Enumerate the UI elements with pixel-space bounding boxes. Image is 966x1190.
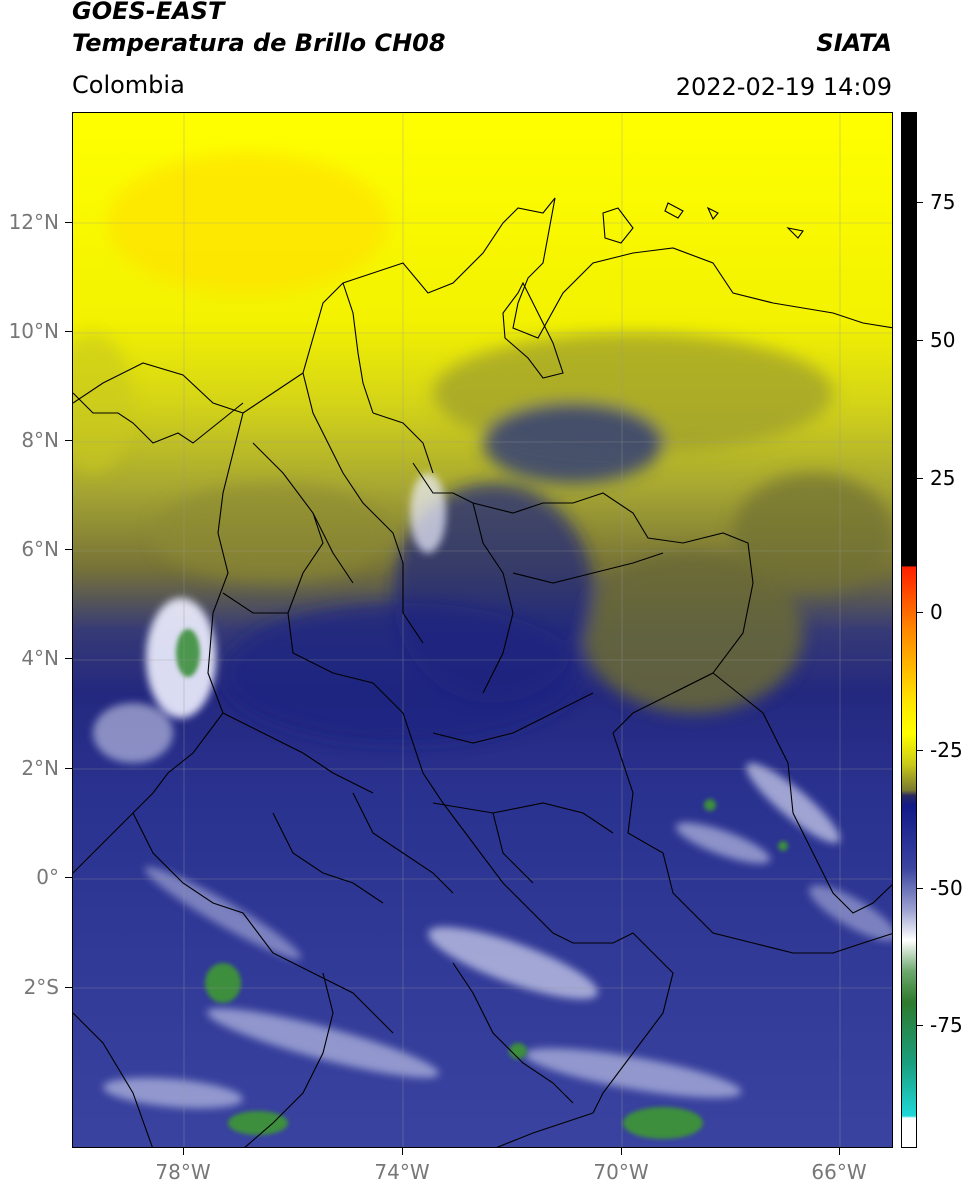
colorbar-label: -75 [930, 1013, 963, 1037]
colorbar-tick [917, 1025, 923, 1026]
chart-title-organization: SIATA [816, 29, 892, 57]
chart-title-satellite: GOES-EAST [72, 0, 225, 25]
colorbar-tick [917, 888, 923, 889]
cold-cloud-tops [176, 629, 788, 1139]
graticule [73, 113, 892, 1147]
lon-tick [839, 1148, 840, 1155]
lon-tick [402, 1148, 403, 1155]
colorbar-label: -25 [930, 738, 963, 762]
lat-tick [65, 877, 72, 878]
lat-tick [65, 658, 72, 659]
lon-label: 70°W [593, 1160, 649, 1184]
lat-tick [65, 440, 72, 441]
lon-tick [621, 1148, 622, 1155]
lat-tick [65, 331, 72, 332]
lat-tick [65, 987, 72, 988]
lat-tick [65, 549, 72, 550]
colorbar-tick [917, 202, 923, 203]
country-borders [73, 197, 892, 1147]
lon-label: 74°W [374, 1160, 430, 1184]
lon-label: 66°W [811, 1160, 867, 1184]
lat-label: 4°N [21, 646, 59, 670]
lon-label: 78°W [155, 1160, 211, 1184]
lat-label: 2°N [21, 756, 59, 780]
lat-tick [65, 768, 72, 769]
satellite-map [72, 112, 893, 1148]
chart-title-product: Temperatura de Brillo CH08 [72, 29, 446, 57]
colorbar-label: -50 [930, 876, 963, 900]
colorbar-tick [917, 612, 923, 613]
colorbar-tick [917, 478, 923, 479]
colorbar-label: 25 [930, 466, 956, 490]
lat-label: 2°S [23, 975, 59, 999]
lat-tick [65, 222, 72, 223]
colorbar [901, 112, 917, 1148]
lat-label: 0° [36, 865, 59, 889]
lon-tick [183, 1148, 184, 1155]
lat-label: 12°N [8, 210, 59, 234]
colorbar-tick [917, 340, 923, 341]
cloud-field [73, 153, 892, 743]
colorbar-label: 50 [930, 328, 956, 352]
lat-label: 6°N [21, 537, 59, 561]
map-svg [73, 113, 892, 1147]
colorbar-label: 75 [930, 190, 956, 214]
lat-label: 10°N [8, 319, 59, 343]
colorbar-tick [917, 750, 923, 751]
colorbar-gradient [902, 113, 916, 1147]
chart-title-region: Colombia [72, 71, 185, 99]
colorbar-label: 0 [930, 600, 943, 624]
chart-title-datetime: 2022-02-19 14:09 [675, 73, 892, 101]
lat-label: 8°N [21, 428, 59, 452]
